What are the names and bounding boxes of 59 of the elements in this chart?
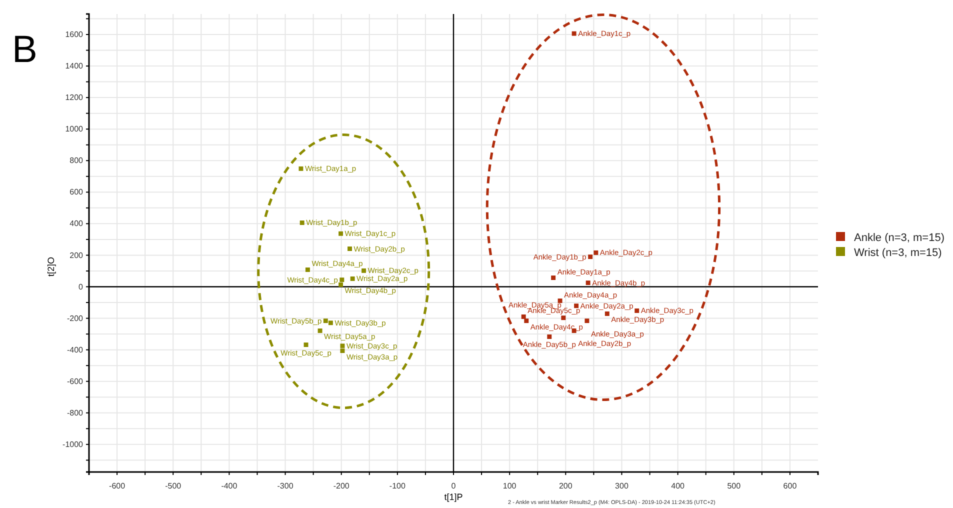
point — [547, 334, 552, 339]
x-tick-label: -400 — [221, 481, 238, 490]
x-axis-title: t[1]P — [444, 492, 463, 502]
x-tick-label: -200 — [333, 481, 350, 490]
point — [521, 314, 526, 319]
point — [634, 308, 640, 313]
point — [348, 246, 352, 251]
point — [340, 278, 344, 282]
x-tick-label: 600 — [783, 481, 798, 490]
point — [298, 166, 304, 171]
x-tick-label: 500 — [727, 481, 742, 490]
point — [604, 311, 610, 316]
x-tick-label: 200 — [558, 481, 573, 490]
point — [300, 220, 304, 225]
point — [328, 320, 333, 326]
point — [362, 268, 366, 273]
legend-label: Ankle (n=3, m=15) — [854, 232, 944, 244]
x-tick-label: 100 — [502, 481, 517, 490]
point — [340, 344, 345, 348]
x-tick-label: 300 — [615, 481, 629, 490]
y-axis-title: t[2]O — [46, 256, 56, 277]
point — [340, 348, 345, 353]
point — [338, 282, 344, 287]
point — [584, 318, 590, 324]
y-tick-label: -600 — [66, 376, 84, 386]
point — [561, 316, 566, 320]
x-tick-label: -100 — [389, 481, 406, 490]
x-tick-label: 0 — [451, 481, 456, 490]
legend-label: Wrist (n=3, m=15) — [854, 247, 942, 259]
y-tick-label: -1000 — [62, 440, 84, 449]
y-tick-label: 1600 — [65, 30, 84, 40]
point — [551, 276, 556, 280]
point — [572, 31, 576, 36]
point — [305, 267, 310, 272]
point — [338, 231, 344, 236]
point — [594, 250, 598, 255]
y-tick-label: -200 — [66, 314, 84, 323]
y-tick-label: 400 — [70, 219, 84, 228]
text: B — [12, 29, 38, 71]
y-tick-label: 1000 — [65, 124, 84, 134]
point — [588, 254, 593, 260]
point — [524, 318, 529, 324]
point — [350, 276, 355, 281]
x-tick-label: -300 — [277, 481, 294, 490]
point — [318, 328, 322, 333]
x-tick-label: 400 — [671, 481, 686, 490]
y-tick-label: 600 — [70, 188, 84, 197]
point — [323, 318, 328, 324]
point — [304, 342, 308, 348]
y-tick-label: 800 — [70, 156, 84, 166]
x-tick-label: -500 — [165, 481, 182, 490]
y-tick-label: -800 — [66, 408, 84, 418]
point — [586, 280, 590, 286]
y-tick-label: 200 — [70, 250, 84, 260]
y-tick-label: 1200 — [65, 93, 84, 102]
y-tick-label: 0 — [78, 282, 84, 292]
x-tick-label: -600 — [109, 481, 126, 490]
y-tick-label: -400 — [66, 345, 84, 354]
y-tick-label: 1400 — [65, 62, 84, 71]
